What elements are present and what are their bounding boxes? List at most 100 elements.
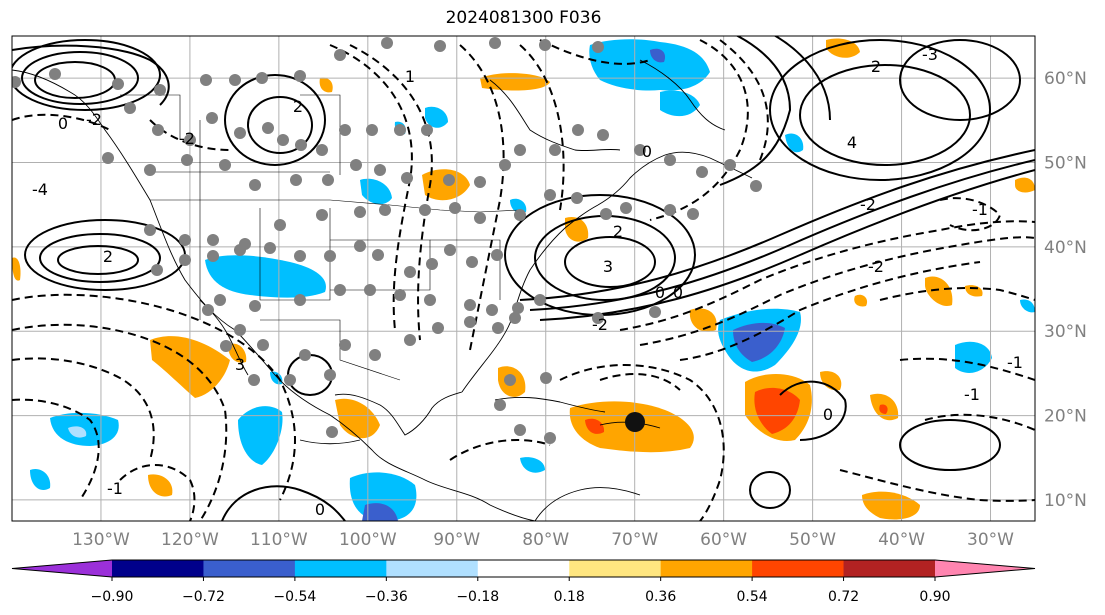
map-frame — [11, 35, 1036, 522]
colorbar-segment — [660, 560, 753, 577]
station-dot — [334, 284, 346, 296]
lon-tick-label: 110°W — [250, 530, 308, 550]
station-dot — [421, 124, 433, 136]
contour-label: 2 — [871, 57, 881, 76]
lon-tick-label: 130°W — [72, 530, 130, 550]
contour-label: 0 — [58, 114, 68, 133]
station-dot — [181, 154, 193, 166]
contour-label: -3 — [922, 45, 938, 64]
station-dot — [600, 208, 612, 220]
station-dot — [432, 322, 444, 334]
colorbar-segment — [294, 560, 387, 577]
contour-label: 0 — [315, 500, 325, 519]
contour-label: -1 — [107, 479, 123, 498]
colorbar-segment — [203, 560, 296, 577]
lon-tick-label: 30°W — [967, 530, 1014, 550]
station-dot — [404, 266, 416, 278]
station-dot — [229, 74, 241, 86]
station-dot — [284, 374, 296, 386]
station-dot — [394, 289, 406, 301]
station-dot — [491, 249, 503, 261]
station-dot — [512, 302, 524, 314]
station-dot — [202, 304, 214, 316]
colorbar-tick-label: −0.72 — [182, 589, 225, 605]
contour-label: -2 — [860, 195, 876, 214]
station-dot — [571, 192, 583, 204]
colorbar-tick-label: −0.18 — [456, 589, 499, 605]
graticule — [12, 36, 1035, 521]
station-dot — [499, 159, 511, 171]
station-dot — [299, 349, 311, 361]
colorbar-tick-label: −0.36 — [365, 589, 408, 605]
station-dot — [339, 339, 351, 351]
colorbar-tick-label: 0.18 — [554, 589, 585, 605]
station-dot — [294, 70, 306, 82]
station-dot — [597, 129, 609, 141]
lat-tick-labels: 10°N 20°N 30°N 40°N 50°N 60°N — [1044, 69, 1087, 511]
station-dot — [49, 68, 61, 80]
station-dot — [486, 304, 498, 316]
station-dot — [750, 180, 762, 192]
colorbar-tick-labels: −0.90 −0.72 −0.54 −0.36 −0.18 0.18 0.36 0.54 0.7… — [91, 577, 951, 605]
station-dot — [664, 154, 676, 166]
strong-positive-anomaly-shading — [585, 387, 888, 434]
station-dot — [366, 124, 378, 136]
station-dot — [492, 322, 504, 334]
station-dot — [474, 176, 486, 188]
station-dot — [324, 369, 336, 381]
station-dot — [634, 144, 646, 156]
station-dot — [249, 300, 261, 312]
colorbar-segment — [843, 560, 936, 577]
station-dot — [234, 324, 246, 336]
station-dot — [112, 78, 124, 90]
station-dot — [144, 164, 156, 176]
station-dot — [534, 294, 546, 306]
station-dot — [687, 208, 699, 220]
station-dot — [214, 294, 226, 306]
station-dot — [334, 49, 346, 61]
lon-tick-label: 70°W — [611, 530, 658, 550]
station-dot — [426, 258, 438, 270]
lat-tick-label: 30°N — [1044, 322, 1087, 342]
station-dot — [184, 134, 196, 146]
station-dot — [154, 84, 166, 96]
station-dot — [290, 174, 302, 186]
station-dot — [151, 264, 163, 276]
station-dot — [200, 74, 212, 86]
contour-label: -1 — [964, 385, 980, 404]
station-dot — [179, 234, 191, 246]
station-dot — [219, 159, 231, 171]
station-dot — [152, 124, 164, 136]
station-dot — [381, 37, 393, 49]
colorbar-tick-label: 0.90 — [919, 589, 950, 605]
station-dot — [466, 256, 478, 268]
station-dot — [274, 219, 286, 231]
station-dot — [419, 204, 431, 216]
station-dot — [277, 134, 289, 146]
contour-label: -1 — [1007, 353, 1023, 372]
colorbar-extend-high — [935, 560, 1035, 577]
station-dot — [234, 244, 246, 256]
station-dot — [354, 240, 366, 252]
station-dot — [509, 312, 521, 324]
storm-center-marker — [625, 412, 645, 432]
lat-tick-label: 50°N — [1044, 154, 1087, 174]
station-dot — [549, 144, 561, 156]
station-dot — [620, 202, 632, 214]
station-dot — [262, 122, 274, 134]
contour-label: 0 — [642, 142, 652, 161]
lat-tick-label: 10°N — [1044, 491, 1087, 511]
station-dot — [544, 189, 556, 201]
station-dot — [354, 206, 366, 218]
station-dot — [724, 159, 736, 171]
lon-tick-label: 90°W — [433, 530, 480, 550]
station-dot — [494, 399, 506, 411]
station-dot — [249, 179, 261, 191]
station-dot — [316, 209, 328, 221]
lon-tick-label: 80°W — [522, 530, 569, 550]
station-dot — [474, 212, 486, 224]
station-dot — [324, 250, 336, 262]
colorbar-tick-label: 0.54 — [737, 589, 768, 605]
